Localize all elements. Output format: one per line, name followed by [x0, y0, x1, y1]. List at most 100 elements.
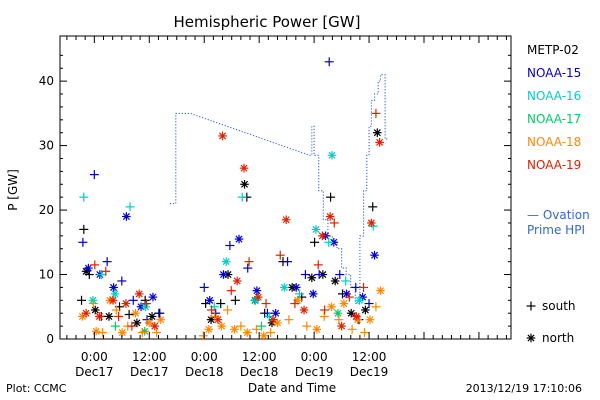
data-point-south [243, 263, 253, 273]
data-point-north [376, 286, 385, 295]
data-point-north [90, 305, 100, 315]
x-tick-label-time: 0:00 [301, 350, 328, 364]
data-point-north [122, 212, 131, 221]
plot-frame [59, 35, 512, 340]
data-point-south [199, 282, 209, 292]
north-marker-d2 [122, 300, 130, 308]
data-point-north [333, 308, 343, 318]
data-point-north [213, 315, 223, 324]
north-marker-d2 [122, 212, 130, 221]
data-point-south [128, 295, 138, 305]
north-marker-d2 [326, 212, 334, 221]
legend-item-noaa-15: NOAA-15 [527, 66, 581, 80]
data-point-north [205, 296, 215, 305]
north-marker-d2 [328, 151, 336, 159]
data-point-north [271, 308, 280, 318]
series-noaa-15 [78, 57, 379, 325]
legend-item-noaa-18: NOAA-18 [527, 135, 581, 149]
data-point-south [79, 224, 89, 234]
chart-title: Hemispheric Power [GW] [174, 13, 361, 31]
north-marker-d2 [312, 225, 320, 233]
data-point-south [314, 270, 324, 280]
data-point-north [367, 218, 376, 228]
legend-item-noaa-16: NOAA-16 [527, 89, 581, 103]
data-point-south [77, 295, 87, 305]
north-marker-d2 [84, 264, 92, 272]
north-marker-d2 [82, 309, 90, 317]
data-point-north [311, 225, 321, 234]
north-marker-d2 [282, 216, 290, 224]
data-point-north [312, 325, 322, 334]
x-tick-label-date: Dec18 [185, 365, 224, 379]
x-tick-label-time: 12:00 [352, 350, 387, 364]
y-tick-label: 0 [46, 332, 54, 346]
north-marker-d2 [269, 316, 277, 324]
data-point-north [253, 292, 263, 302]
data-point-south [310, 237, 320, 247]
north-marker-d2 [148, 312, 156, 320]
data-point-north [84, 263, 93, 273]
data-point-south [359, 328, 369, 338]
x-tick-label-date: Dec19 [350, 365, 389, 379]
legend-north-symbol [526, 333, 536, 343]
data-point-south [300, 270, 310, 280]
data-point-south [125, 202, 135, 212]
data-point-south [78, 237, 88, 247]
north-marker-d2 [151, 322, 159, 330]
y-tick-label: 10 [39, 268, 54, 282]
y-tick-label: 30 [39, 139, 54, 153]
north-marker-d2 [235, 235, 243, 243]
north-marker-d2 [109, 296, 117, 304]
legend-item-noaa-19: NOAA-19 [527, 158, 581, 172]
north-marker-d2 [376, 287, 385, 295]
data-point-north [234, 234, 244, 244]
data-point-south [275, 250, 285, 260]
data-point-south [324, 237, 334, 247]
x-tick-label-date: Dec17 [130, 365, 169, 379]
north-marker-d2 [230, 325, 238, 333]
data-point-north [252, 286, 262, 295]
data-point-north [131, 308, 140, 318]
data-point-south [359, 282, 369, 292]
y-axis-label: P [GW] [6, 169, 20, 211]
data-point-south [98, 328, 108, 338]
north-marker-d2 [366, 316, 374, 324]
ovation-layer [169, 74, 388, 305]
data-point-north [259, 331, 269, 341]
data-point-south [90, 260, 100, 270]
data-point-north [108, 296, 118, 305]
data-point-north [318, 231, 327, 241]
data-point-north [95, 312, 104, 321]
north-marker-d2 [222, 258, 230, 266]
data-point-south [88, 299, 98, 309]
data-point-south [236, 321, 246, 331]
data-point-south [223, 305, 233, 315]
data-point-south [283, 257, 293, 267]
north-marker-d2 [309, 290, 317, 298]
data-point-south [284, 315, 294, 325]
north-marker-d2 [135, 290, 143, 298]
data-point-south [341, 276, 351, 286]
north-marker-d2 [149, 293, 157, 301]
data-point-north [370, 250, 379, 260]
data-point-south [198, 331, 208, 341]
north-marker-d2 [219, 271, 227, 279]
ovation-label-line2: Prime HPI [527, 223, 585, 237]
series-noaa-16 [79, 150, 378, 321]
north-marker-d2 [300, 306, 308, 314]
north-marker-d2 [318, 232, 326, 240]
data-point-north [218, 131, 227, 141]
north-marker-d2 [352, 312, 360, 320]
data-point-north [141, 302, 150, 312]
x-tick-label-time: 12:00 [242, 350, 277, 364]
north-marker-d2 [233, 277, 241, 285]
data-point-north [365, 315, 375, 324]
data-point-north [307, 273, 317, 283]
data-point-north [147, 312, 157, 321]
north-marker-d2 [253, 287, 261, 295]
data-point-south [117, 276, 127, 286]
data-point-south [89, 170, 99, 180]
data-point-north [327, 302, 336, 312]
x-tick-label-date: Dec17 [75, 365, 114, 379]
